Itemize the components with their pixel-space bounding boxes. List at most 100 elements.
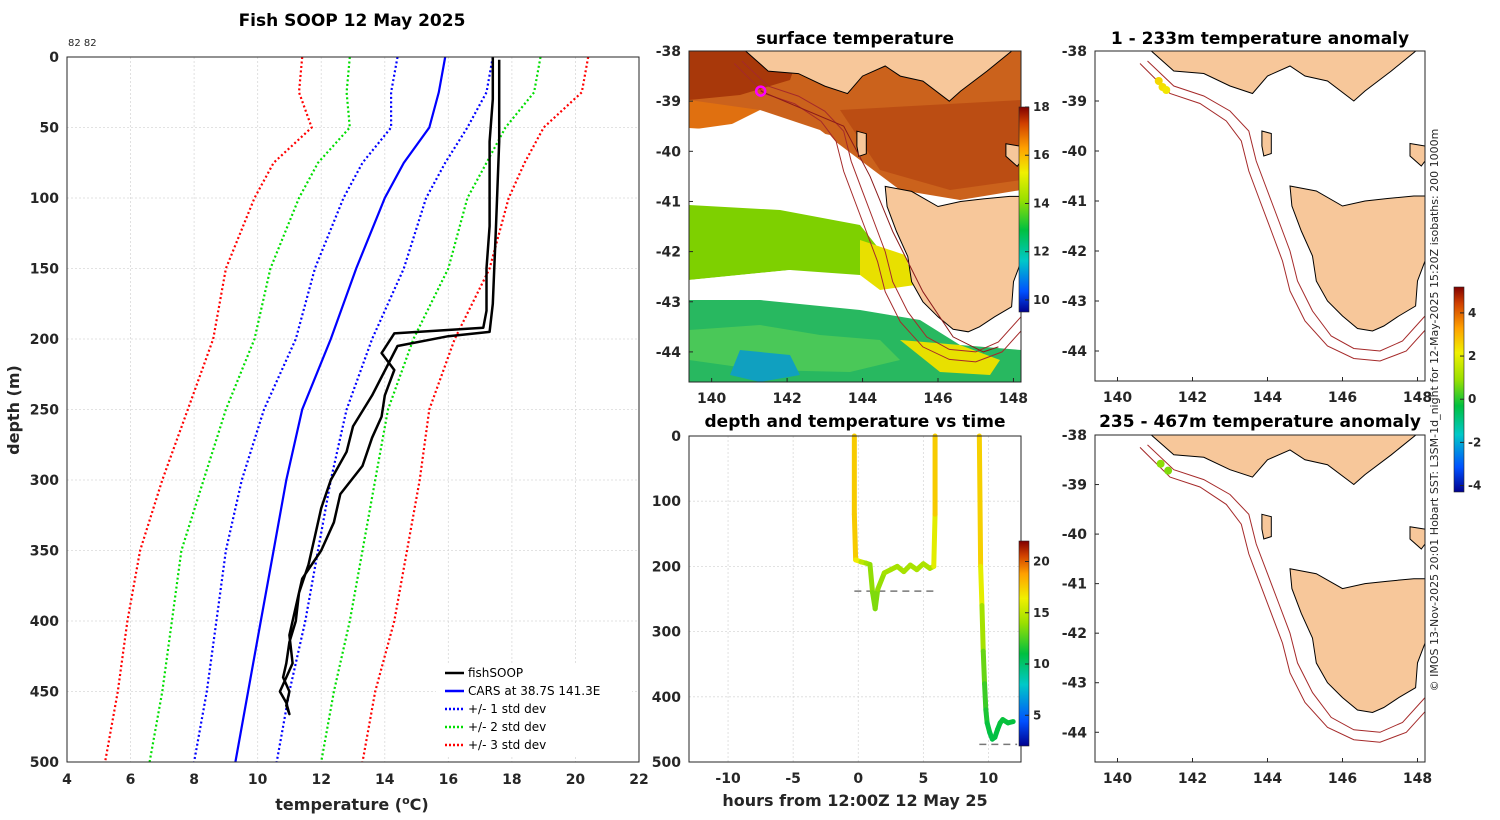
y-tick-label: -40 [1062,527,1088,543]
colorbar-tick-label: 10 [1033,293,1050,307]
colorbar-tick-label: 16 [1033,148,1050,162]
y-tick-label: -39 [1062,94,1087,110]
y-tick-label: 250 [30,403,59,419]
y-tick-label: -42 [656,245,681,261]
colorbar-tick-label: -2 [1468,435,1481,449]
isobath-200m [1147,444,1425,733]
tasmania-land [884,185,1021,333]
y-tick-label: 50 [40,121,60,137]
y-tick-label: -39 [1062,478,1087,494]
x-tick-label: 146 [923,391,952,407]
legend-label: fishSOOP [468,666,523,680]
y-tick-label: -44 [1062,725,1088,741]
x-tick-label: -5 [785,771,801,787]
victoria-land [1150,51,1425,102]
profile-panel: Fish SOOP 12 May 2025 82 82 4 6 8 10 12 14 16 1… [4,11,649,814]
y-tick-label: 100 [652,494,681,510]
sst-green-band [689,205,880,280]
colorbar-tick-label: 14 [1033,196,1050,210]
sst-map-title: surface temperature [756,29,954,49]
legend-label: +/- 3 std dev [468,738,546,752]
y-tick-label: 500 [30,755,59,771]
anomaly1-ticks: 140 142 144 146 148 -38 -39 -40 -41 -42 -43 -44 [1062,44,1432,406]
track-segment [867,561,876,595]
track-segment [982,681,989,713]
victoria-land [744,51,1021,102]
y-tick-label: -42 [1062,244,1087,260]
flinders-island-land [1005,143,1021,168]
y-tick-label: 500 [652,755,681,771]
x-tick-label: 148 [1403,771,1432,787]
track-segment [979,603,986,654]
y-tick-label: -43 [1062,676,1087,692]
flinders-island-land [1409,526,1425,550]
profile-ylabel: depth (m) [4,365,23,455]
profile-line-std3 [361,56,590,763]
timeseries-colorbar-ticks: 5 10 15 20 [1025,555,1050,722]
sst-colorbar [1018,106,1030,313]
sst-orange-patch [689,100,760,130]
colorbar-tick-label: 20 [1033,555,1050,569]
x-tick-label: 144 [848,391,877,407]
track-segment [1005,719,1016,726]
colorbar-tick-label: 18 [1033,100,1050,114]
king-island-land [1261,513,1272,540]
y-tick-label: 400 [30,614,59,630]
y-tick-label: 200 [30,332,59,348]
profile-line-std1 [193,56,399,763]
y-tick-label: 400 [652,690,681,706]
anomaly1-title: 1 - 233m temperature anomaly [1111,29,1409,49]
x-tick-label: 12 [311,772,330,788]
x-tick-label: 144 [1253,771,1282,787]
anomaly2-panel: 235 - 467m temperature anomaly 140 142 144… [1062,412,1432,787]
track-segment [980,648,988,687]
anomaly2-title: 235 - 467m temperature anomaly [1099,412,1421,432]
x-tick-label: 8 [189,772,199,788]
timeseries-xlabel: hours from 12:00Z 12 May 25 [722,791,987,810]
y-tick-label: 450 [30,685,59,701]
timeseries-colorbar [1018,540,1030,747]
x-tick-label: 10 [979,771,999,787]
y-tick-label: 150 [30,262,59,278]
colorbar-tick-label: 15 [1033,606,1050,620]
sst-land [744,51,1021,333]
x-tick-label: -10 [715,771,741,787]
profile-legend: fishSOOP CARS at 38.7S 141.3E +/- 1 std de… [436,664,632,756]
y-tick-label: -41 [1062,577,1087,593]
anomaly1-points [1154,77,1171,94]
track-segment [976,433,984,569]
sst-map-ticks: 140 142 144 146 148 -38 -39 -40 -41 -42 -43 -44 [656,44,1028,407]
profile-line-mean [234,56,447,763]
y-tick-label: -40 [1062,144,1088,160]
sst-map-panel: surface temperature 140 142 144 146 14 [656,29,1050,407]
y-tick-label: 300 [652,625,681,641]
track-segment [872,586,881,612]
x-tick-label: 146 [1328,390,1357,406]
timeseries-series [851,433,1018,746]
colorbar-tick-label: 12 [1033,245,1050,259]
king-island-land [856,130,867,157]
profile-corner-label: 82 82 [68,38,97,49]
y-tick-label: 300 [30,473,59,489]
x-tick-label: 4 [62,772,72,788]
y-tick-label: -44 [656,345,682,361]
x-tick-label: 6 [126,772,136,788]
x-tick-label: 146 [1328,771,1357,787]
tasmania-land [1289,185,1425,332]
colorbar-tick-label: 2 [1468,349,1476,363]
x-tick-label: 140 [1103,390,1132,406]
isobath-200m [741,60,1021,353]
anomaly1-land [1150,51,1425,332]
y-tick-label: -40 [656,144,682,160]
y-tick-label: -38 [656,44,681,60]
y-tick-label: -41 [1062,194,1087,210]
credit-text: © IMOS 13-Nov-2025 20:01 Hobart SST: L3S… [1428,129,1441,692]
x-tick-label: 0 [853,771,863,787]
y-tick-label: 0 [671,429,681,445]
legend-box [436,664,632,756]
anomaly-colorbar-ticks: -4 -2 0 2 4 [1460,306,1481,493]
anomaly-point [1164,466,1173,475]
y-tick-label: -44 [1062,344,1088,360]
flinders-island-land [1409,142,1425,167]
x-tick-label: 142 [1178,771,1207,787]
